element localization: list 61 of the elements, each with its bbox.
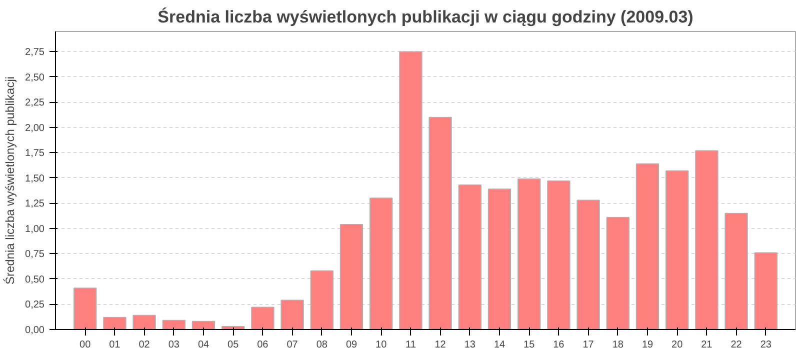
y-tick-label: 2,75 — [25, 47, 45, 58]
bar — [251, 306, 274, 330]
x-tick-label: 07 — [286, 340, 298, 350]
chart-title: Średnia liczba wyświetlonych publikacji w ciągu godziny (2009.03) — [158, 6, 694, 26]
bar — [576, 200, 600, 330]
x-tick-label: 16 — [553, 340, 565, 350]
bar — [547, 180, 570, 330]
x-tick-label: 18 — [612, 340, 624, 350]
bar — [636, 163, 660, 330]
x-tick-label: 13 — [464, 340, 476, 350]
x-tick-label: 04 — [198, 340, 210, 350]
bar — [399, 51, 422, 330]
bar — [488, 188, 512, 330]
x-tick-label: 12 — [434, 340, 446, 350]
x-tick-label: 09 — [346, 340, 358, 350]
bar — [132, 314, 156, 330]
bar — [370, 198, 393, 330]
x-tick-label: 19 — [642, 340, 654, 350]
y-tick-label: 0,00 — [25, 325, 45, 336]
y-tick-label: 1,50 — [25, 173, 45, 184]
bar — [666, 170, 689, 330]
bar — [754, 252, 778, 330]
bar — [310, 270, 334, 330]
y-tick-label: 0,25 — [25, 300, 45, 311]
x-tick-label: 05 — [228, 340, 240, 350]
bar — [192, 320, 216, 330]
bar — [606, 216, 630, 330]
x-tick-label: 10 — [376, 340, 388, 350]
bar — [340, 224, 364, 330]
x-tick-label: 00 — [80, 340, 92, 350]
bar — [695, 150, 718, 330]
x-tick-label: 02 — [138, 340, 150, 350]
bar — [458, 184, 482, 330]
x-tick-label: 01 — [109, 340, 121, 350]
x-tick-label: 06 — [257, 340, 269, 350]
x-tick-label: 20 — [672, 340, 684, 350]
x-tick-label: 11 — [406, 340, 416, 350]
bar — [162, 320, 186, 330]
y-tick-label: 1,00 — [25, 224, 45, 235]
x-tick-label: 14 — [494, 340, 506, 350]
y-tick-label: 1,75 — [25, 148, 45, 160]
y-tick-label: 2,25 — [25, 98, 45, 109]
bar — [428, 116, 452, 330]
bar — [724, 212, 748, 330]
y-tick-label: 2,00 — [25, 122, 45, 134]
bar — [74, 288, 97, 330]
y-tick-label: 1,25 — [25, 198, 45, 210]
y-tick-label: 0,50 — [25, 274, 45, 286]
y-tick-label: 2,50 — [25, 72, 45, 84]
x-tick-label: 08 — [316, 340, 328, 350]
x-tick-label: 23 — [760, 340, 772, 350]
y-axis-title: Średnia liczba wyświetlonych publikacji — [3, 76, 18, 285]
x-tick-label: 21 — [701, 340, 713, 350]
x-tick-label: 15 — [524, 340, 536, 350]
y-tick-label: 0,75 — [25, 249, 45, 260]
x-tick-label: 22 — [730, 340, 742, 350]
x-tick-label: 17 — [582, 340, 594, 350]
bar — [280, 300, 304, 330]
bar — [518, 178, 541, 330]
bar — [103, 316, 126, 330]
x-tick-label: 03 — [168, 340, 180, 350]
